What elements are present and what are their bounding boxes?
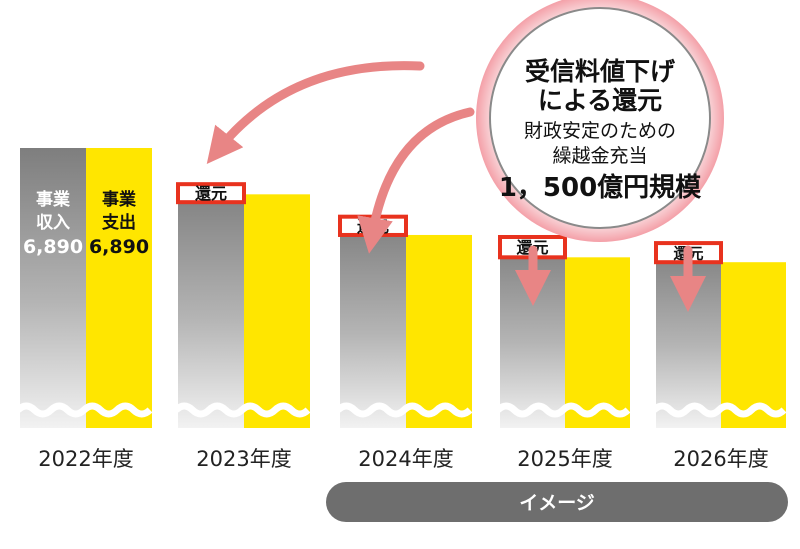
callout-line-1: による還元 [538, 86, 662, 115]
category-label-2: 2024年度 [358, 447, 453, 471]
image-badge: イメージ [326, 482, 788, 522]
wave-2 [335, 402, 473, 418]
callout-circle [489, 7, 711, 229]
expense-label-line1: 事業 [102, 189, 136, 210]
category-label-4: 2026年度 [673, 447, 768, 471]
image-badge-label: イメージ [519, 492, 595, 514]
category-label-0: 2022年度 [38, 447, 133, 471]
wave-1 [173, 402, 311, 418]
income-label-line2: 収入 [36, 213, 70, 233]
income-bar-0 [20, 148, 86, 428]
income-value-label: 6,890 [23, 236, 83, 258]
income-bar-1 [178, 184, 244, 428]
income-label-line1: 事業 [36, 189, 70, 210]
wave-3 [495, 402, 631, 418]
category-label-1: 2023年度 [196, 447, 291, 471]
callout-line-2: 財政安定のための [524, 120, 676, 142]
refund-label-1: 還元 [195, 184, 227, 203]
income-bar-2 [340, 216, 406, 428]
expense-bar-4 [721, 262, 786, 428]
callout-line-4: 1，500億円規模 [499, 173, 702, 203]
callout-line-3: 繰越金充当 [552, 145, 647, 167]
arrow-2024 [357, 107, 475, 254]
category-label-3: 2025年度 [517, 447, 612, 471]
expense-bar-1 [244, 194, 310, 428]
arrow-2023 [206, 61, 425, 165]
expense-label-line2: 支出 [102, 212, 136, 233]
refund-arrows [206, 61, 706, 312]
image-badge-pill [326, 482, 788, 522]
category-labels: 2022年度 2023年度 2024年度 2025年度 2026年度 [38, 447, 768, 471]
refund-box-1 [176, 182, 246, 205]
wave-4 [651, 402, 787, 418]
baseline-waves [15, 402, 787, 418]
callout-line-0: 受信料値下げ [525, 57, 676, 86]
wave-0 [15, 402, 153, 418]
expense-bar-3 [565, 257, 630, 428]
expense-value-label: 6,890 [89, 236, 149, 258]
bars-layer [20, 148, 786, 428]
expense-bar-0 [86, 148, 152, 428]
expense-bar-2 [406, 234, 472, 428]
